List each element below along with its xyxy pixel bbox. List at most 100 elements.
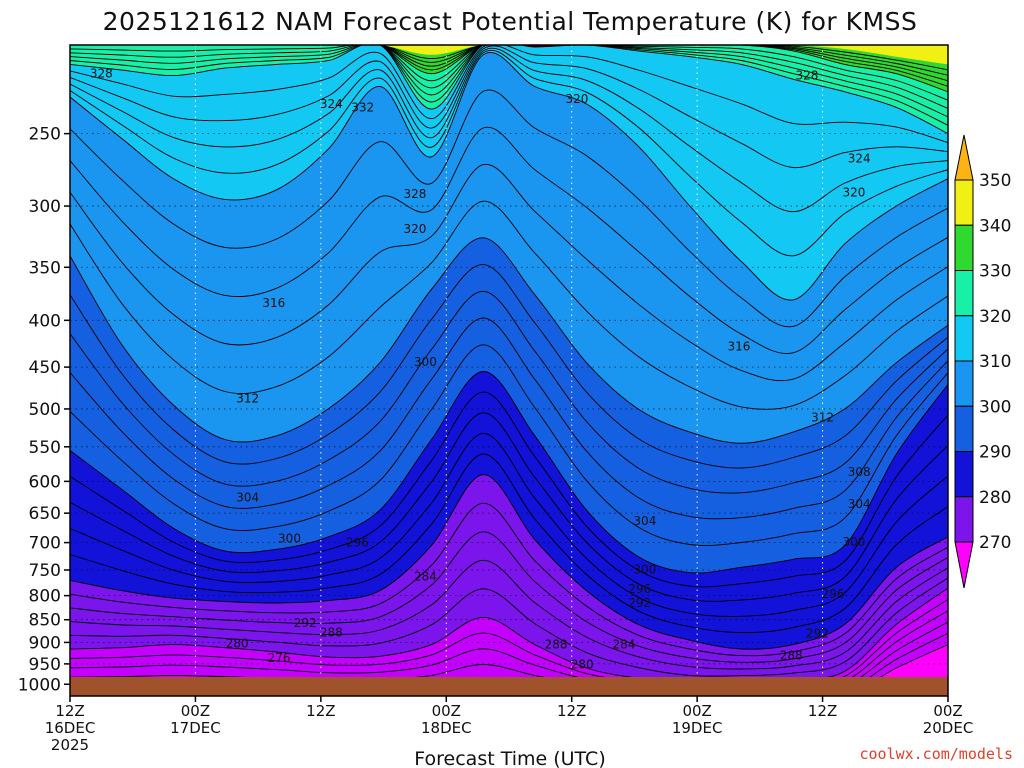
contour-line-300 (70, 371, 948, 574)
colorbar-label-270: 270 (979, 533, 1011, 553)
contour-line-310 (70, 237, 948, 444)
contour-label-284: 284 (613, 638, 636, 652)
contour-label-304: 304 (236, 491, 259, 505)
contour-line-302 (70, 344, 948, 546)
contour-line-306 (70, 290, 948, 494)
contour-label-300: 300 (278, 532, 301, 546)
colorbar-label-340: 340 (979, 216, 1011, 236)
contour-line-346 (70, 45, 948, 76)
contour-line-320 (70, 52, 948, 301)
colorbar-label-300: 300 (979, 397, 1011, 417)
x-tick-label-h60-2: 19DEC (672, 719, 723, 737)
contour-label-300: 300 (633, 562, 656, 576)
x-tick-label-h48-1: 12Z (557, 702, 586, 720)
contour-line-314 (70, 164, 948, 382)
colorbar-label-330: 330 (979, 262, 1011, 282)
contour-line-326 (70, 45, 948, 168)
contour-label-304: 304 (848, 497, 871, 511)
contour-label-288: 288 (545, 638, 568, 652)
colorbar-bottom-arrow (954, 541, 974, 589)
contour-line-334 (70, 45, 948, 118)
contour-label-320: 320 (403, 222, 426, 236)
contour-label-280: 280 (571, 657, 594, 671)
contour-line-336 (70, 45, 948, 109)
y-tick-label-350: 350 (29, 258, 61, 278)
contour-label-328: 328 (90, 67, 113, 81)
contour-line-316 (70, 126, 948, 354)
contour-label-316: 316 (727, 339, 750, 353)
contour-fills (70, 45, 948, 696)
contour-line-296 (70, 412, 948, 602)
y-tick-label-1000: 1000 (18, 675, 61, 695)
x-tick-label-h36-1: 00Z (432, 702, 461, 720)
colorbar-band-0 (954, 179, 974, 226)
contour-line-298 (70, 391, 948, 588)
contour-line-340 (70, 45, 948, 93)
colorbar-label-350: 350 (979, 171, 1011, 191)
x-tick-label-h0-1: 12Z (55, 702, 84, 720)
x-tick-label-h12-2: 17DEC (170, 719, 221, 737)
y-tick-label-250: 250 (29, 125, 61, 145)
y-tick-label-500: 500 (29, 400, 61, 420)
y-tick-label-850: 850 (29, 611, 61, 631)
colorbar-band-2 (954, 270, 974, 317)
y-axis: 2503003504004505005506006507007508008509… (18, 125, 70, 695)
colorbar-band-1 (954, 224, 974, 271)
contour-label-324: 324 (320, 97, 343, 111)
contour-label-312: 312 (811, 411, 834, 425)
x-tick-label-h0-3: 2025 (51, 736, 89, 754)
x-tick-label-h84-1: 00Z (933, 702, 962, 720)
x-tick-label-h12-1: 00Z (181, 702, 210, 720)
y-tick-label-800: 800 (29, 587, 61, 607)
plot-frame (69, 44, 949, 697)
x-tick-label-h72-1: 12Z (808, 702, 837, 720)
x-tick-label-h84-2: 20DEC (923, 719, 974, 737)
contour-label-332: 332 (351, 100, 374, 114)
colorbar-top-arrow (954, 134, 974, 181)
contour-label-280: 280 (226, 637, 249, 651)
colorbar-label-320: 320 (979, 307, 1011, 327)
contour-label-288: 288 (320, 626, 343, 640)
contour-label-276: 276 (268, 651, 291, 665)
y-tick-label-700: 700 (29, 534, 61, 554)
contour-line-348 (70, 45, 948, 71)
colorbar-band-3 (954, 315, 974, 362)
contour-line-312 (70, 200, 948, 410)
contour-line-304 (70, 317, 948, 520)
contour-line-342 (70, 45, 948, 87)
ground-surface (70, 677, 948, 696)
contour-label-288: 288 (780, 648, 803, 662)
credit-text: coolwx.com/models (859, 745, 1013, 763)
contour-label-308: 308 (848, 465, 871, 479)
colorbar-label-310: 310 (979, 352, 1011, 372)
contour-line-282 (70, 577, 948, 677)
y-tick-label-750: 750 (29, 561, 61, 581)
contour-line-284 (70, 559, 948, 670)
contour-label-300: 300 (842, 535, 865, 549)
contour-label-292: 292 (806, 626, 829, 640)
contour-line-322 (70, 50, 948, 257)
colorbar-label-280: 280 (979, 488, 1011, 508)
contour-line-332 (70, 45, 948, 126)
contour-label-296: 296 (822, 587, 845, 601)
contour-line-338 (70, 45, 948, 101)
x-tick-label-h36-2: 18DEC (421, 719, 472, 737)
colorbar-label-290: 290 (979, 443, 1011, 463)
y-tick-label-650: 650 (29, 504, 61, 524)
contour-labels: 328 324 332 320 328 324 320 328 320 316 316 312 312 3… (90, 67, 871, 672)
contour-label-320: 320 (565, 92, 588, 106)
grid-lines (70, 45, 948, 696)
contour-label-300: 300 (414, 355, 437, 369)
contour-line-324 (70, 47, 948, 213)
x-tick-label-h60-1: 00Z (682, 702, 711, 720)
contour-line-288 (70, 502, 948, 657)
colorbar-band-5 (954, 405, 974, 452)
contour-line-318 (70, 89, 948, 328)
x-tick-label-h0-2: 16DEC (45, 719, 96, 737)
y-tick-label-400: 400 (29, 311, 61, 331)
contour-line-328 (70, 45, 948, 144)
fill-band-above-350 (70, 45, 948, 65)
fill-band-above-320 (70, 45, 948, 301)
